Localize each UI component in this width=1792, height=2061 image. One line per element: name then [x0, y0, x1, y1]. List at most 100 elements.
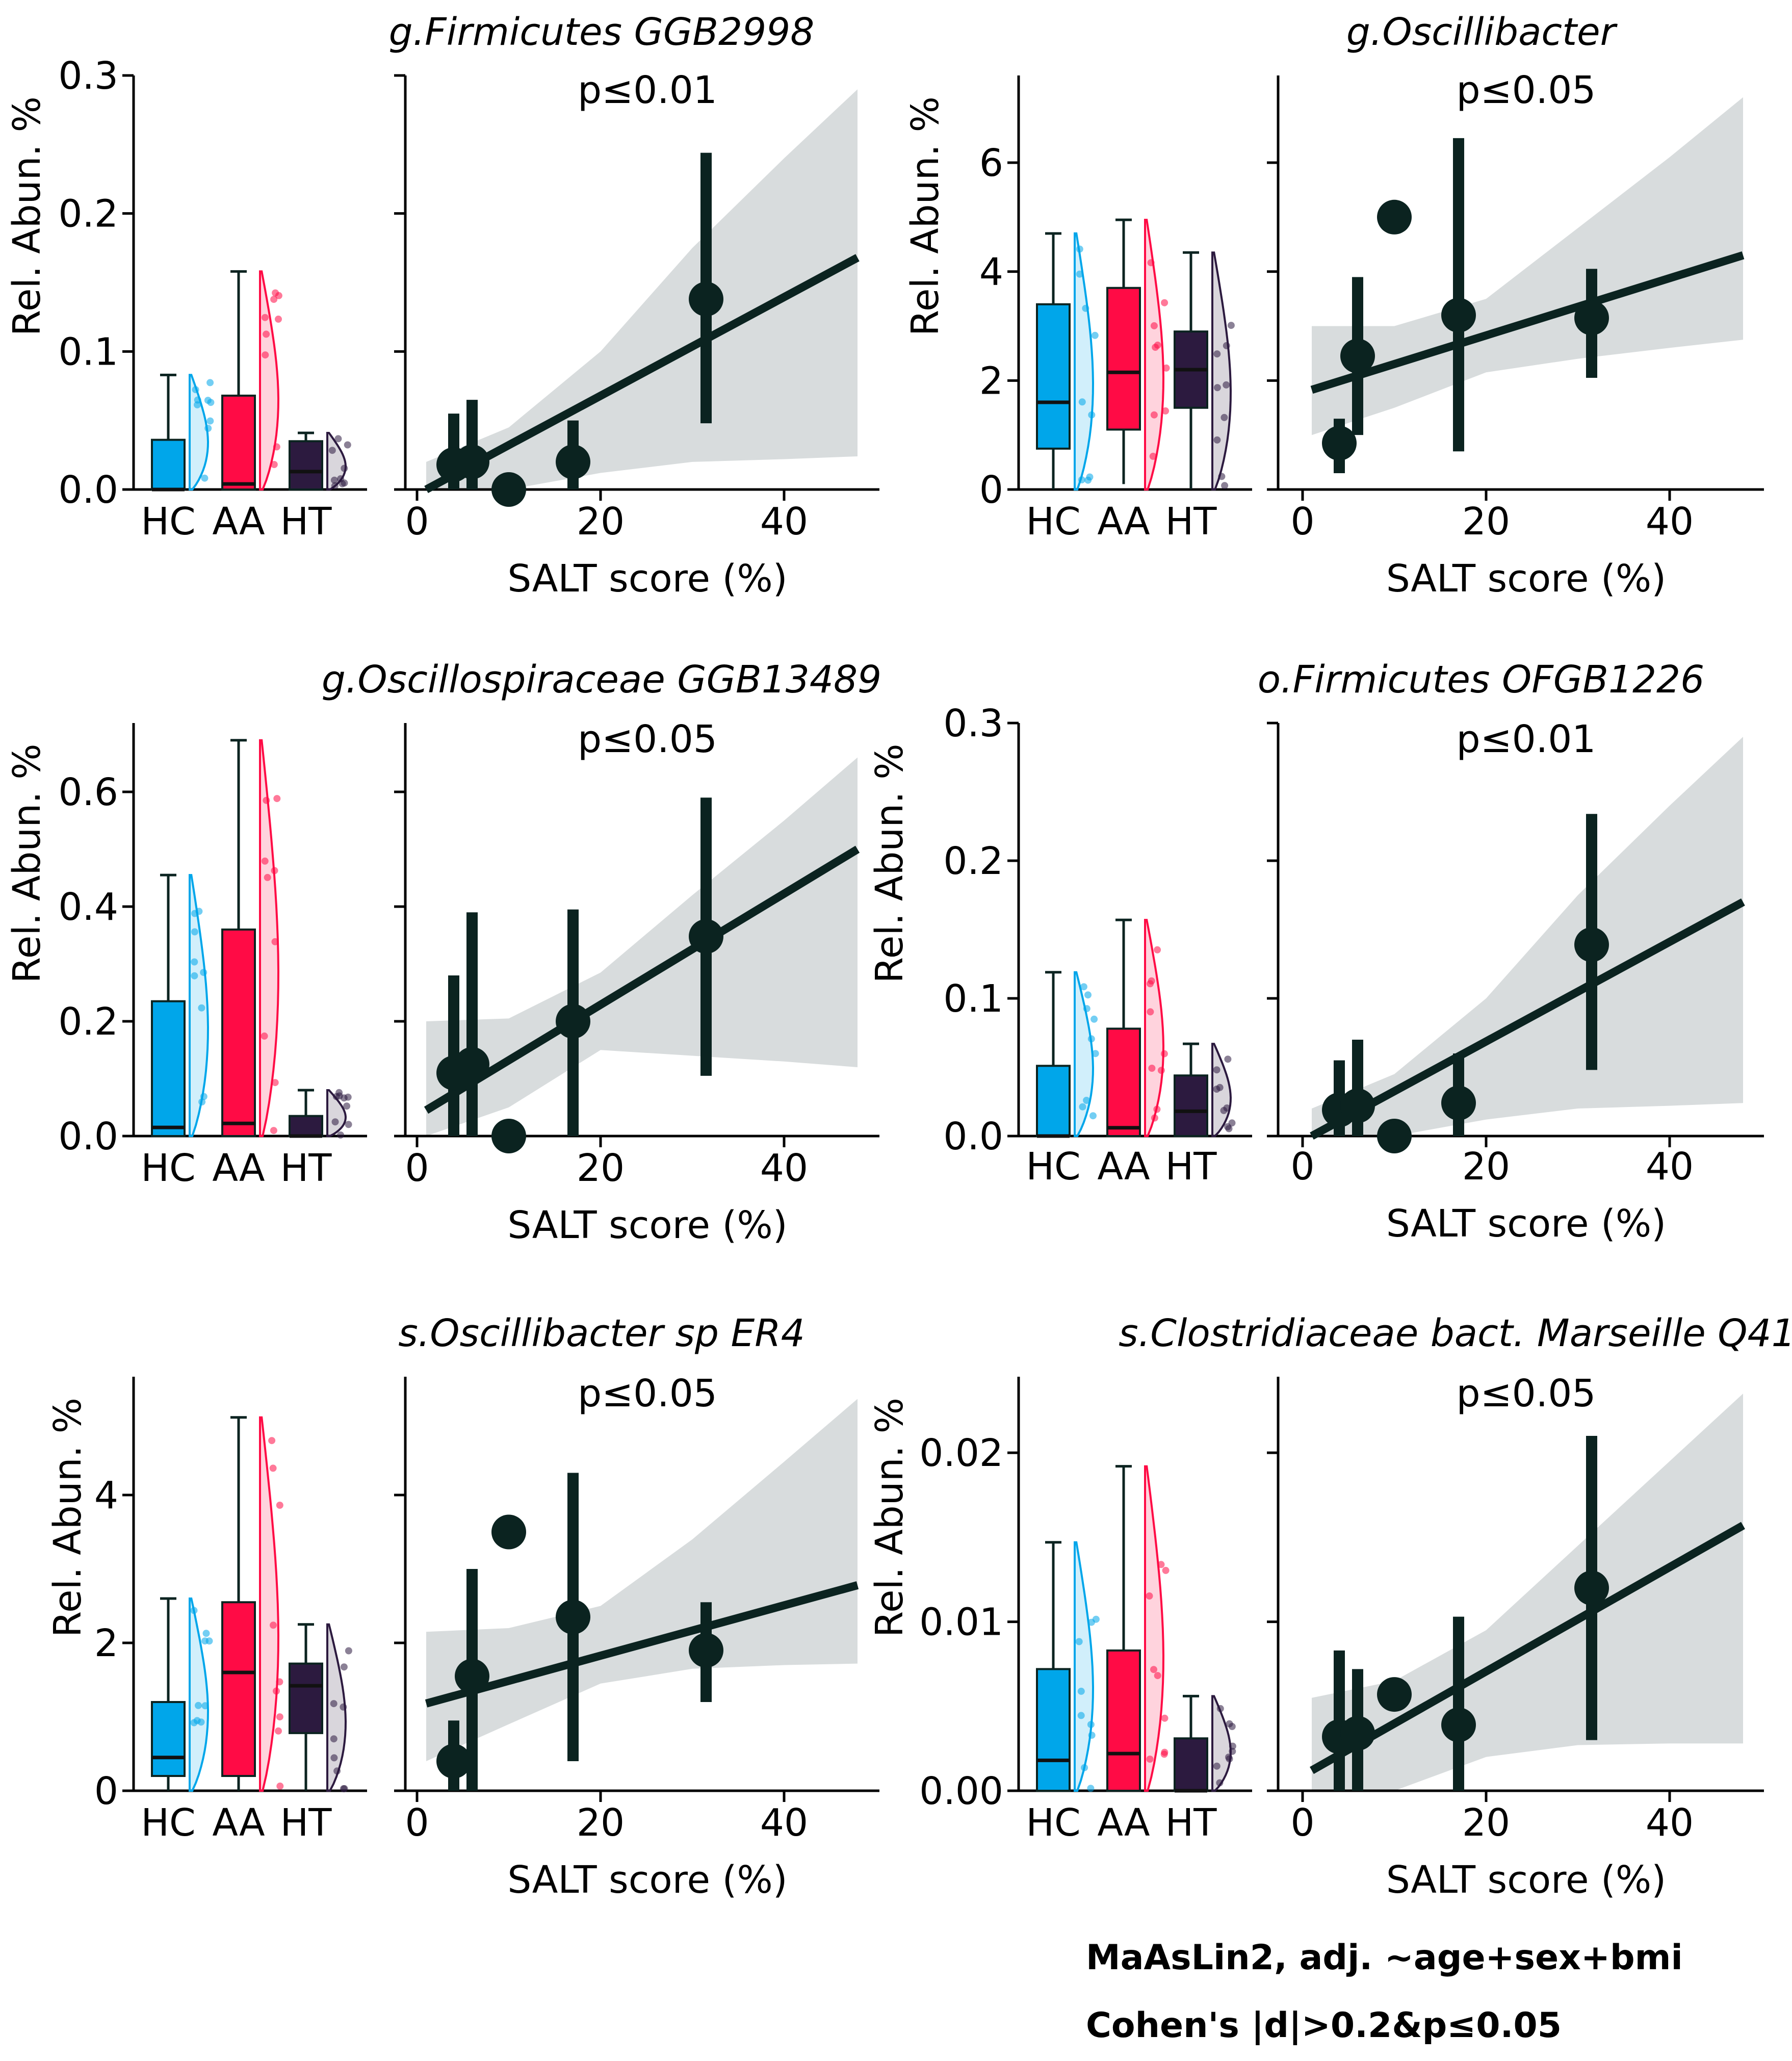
jitter-point: [1148, 1065, 1156, 1072]
jitter-point: [340, 1663, 348, 1671]
jitter-point: [1213, 384, 1221, 392]
jitter-point: [190, 1607, 198, 1614]
jitter-point: [1086, 473, 1094, 481]
violin-half: [1144, 919, 1165, 1137]
data-point: [556, 1004, 590, 1039]
x-tick-label: 0: [405, 1801, 429, 1845]
jitter-point: [1213, 350, 1221, 358]
y-tick-label: 0.4: [58, 885, 118, 929]
jitter-point: [1084, 991, 1092, 999]
box-panel: 0.0 0.2 0.4 0.6 HC AA HT: [58, 723, 367, 1190]
jitter-point: [192, 386, 199, 394]
jitter-point: [328, 447, 336, 454]
box: [151, 439, 186, 491]
group-label: HT: [280, 1146, 332, 1190]
jitter-point: [1229, 1742, 1236, 1750]
jitter-point: [1152, 344, 1159, 351]
jitter-point: [261, 857, 269, 865]
jitter-point: [1088, 411, 1096, 419]
jitter-point: [275, 315, 282, 323]
box-panel: 0.00 0.01 0.02 HC AA HT: [919, 1377, 1252, 1845]
confidence-band: [1312, 1394, 1743, 1791]
jitter-point: [1157, 1067, 1165, 1074]
scatter-panel: 0 20 40 SALT score (%) p≤0.05: [1267, 68, 1764, 601]
data-point: [1574, 927, 1609, 962]
jitter-point: [1150, 411, 1158, 419]
data-point: [1574, 1570, 1609, 1606]
jitter-point: [1154, 1672, 1161, 1680]
x-tick-label: 40: [1646, 500, 1694, 544]
x-tick-label: 20: [577, 1801, 625, 1845]
box: [1036, 303, 1071, 450]
violin-half: [1074, 1541, 1095, 1792]
jitter-point: [1075, 1638, 1083, 1645]
jitter-point: [331, 482, 339, 490]
jitter-point: [1077, 1712, 1085, 1719]
jitter-point: [1162, 407, 1170, 415]
box: [289, 1115, 323, 1137]
y-tick-label: 0.0: [58, 1115, 118, 1158]
jitter-point: [195, 1702, 202, 1709]
x-tick-label: 20: [577, 1146, 625, 1190]
jitter-point: [1090, 1015, 1098, 1023]
jitter-point: [344, 1093, 352, 1101]
data-point: [455, 1047, 489, 1082]
scatter-panel: 0 20 40 SALT score (%) p≤0.05: [394, 1372, 879, 1902]
p-value: p≤0.01: [578, 68, 717, 112]
group-aa: AA: [1097, 1465, 1170, 1845]
jitter-point: [1076, 270, 1083, 278]
x-tick-label: 40: [1646, 1145, 1694, 1189]
group-label: HC: [141, 1146, 195, 1190]
footer-method: MaAsLin2, adj. ~age+sex+bmi: [1086, 1938, 1683, 1978]
jitter-point: [335, 1089, 343, 1096]
group-aa: AA: [212, 739, 281, 1190]
x-tick-label: 0: [405, 1146, 429, 1190]
box: [1036, 1065, 1071, 1138]
p-value: p≤0.05: [1457, 1372, 1596, 1415]
jitter-point: [1213, 1086, 1220, 1093]
regression-line: [424, 254, 860, 494]
jitter-point: [271, 1079, 279, 1087]
jitter-point: [1082, 304, 1089, 312]
jitter-point: [1092, 1050, 1099, 1058]
group-label: HT: [280, 1801, 332, 1845]
panel-title: s.Clostridiaceae bact. Marseille Q4145: [1119, 1311, 1792, 1355]
jitter-point: [1224, 1055, 1232, 1063]
jitter-point: [205, 1637, 213, 1645]
jitter-point: [204, 425, 212, 432]
y-tick-label: 0.2: [58, 192, 118, 236]
jitter-point: [1213, 1762, 1220, 1770]
y-tick-label: 0.0: [58, 468, 118, 512]
group-label: HT: [1165, 1145, 1217, 1189]
group-ht: HT: [280, 1089, 352, 1190]
jitter-point: [330, 476, 338, 484]
x-tick-label: 20: [1462, 1145, 1510, 1189]
group-label: HC: [141, 1801, 195, 1845]
box-panel: 0.0 0.1 0.2 0.3 HC AA HT: [58, 54, 367, 544]
data-point: [689, 281, 723, 317]
box: [1106, 1027, 1141, 1138]
y-tick-label: 0.02: [919, 1431, 1003, 1475]
y-axis-label: Rel. Abun. %: [903, 96, 947, 336]
data-point: [1340, 339, 1375, 374]
footer-threshold: Cohen's |d|>0.2&p≤0.05: [1086, 2005, 1562, 2046]
jitter-point: [261, 314, 269, 321]
x-tick-label: 20: [1462, 500, 1510, 544]
regression-line: [425, 1581, 859, 1708]
jitter-point: [1157, 1561, 1165, 1568]
panel-2: g.Oscillibacter Rel. Abun. % 0 2 4 6 HC AA HT 0 20…: [903, 10, 1764, 601]
group-label: HC: [1026, 1801, 1080, 1845]
jitter-point: [200, 1093, 207, 1100]
jitter-point: [1150, 322, 1158, 329]
jitter-point: [269, 1464, 277, 1472]
jitter-point: [330, 1735, 337, 1743]
panel-title: g.Oscillospiraceae GGB13489: [322, 658, 881, 702]
x-tick-label: 0: [1290, 500, 1314, 544]
jitter-point: [271, 867, 278, 874]
group-ht: HT: [280, 431, 351, 544]
box-panel: 0 2 4 6 HC AA HT: [979, 75, 1252, 544]
y-axis-label: Rel. Abun. %: [5, 743, 49, 983]
confidence-band: [1312, 97, 1743, 435]
group-ht: HT: [1165, 1042, 1236, 1189]
